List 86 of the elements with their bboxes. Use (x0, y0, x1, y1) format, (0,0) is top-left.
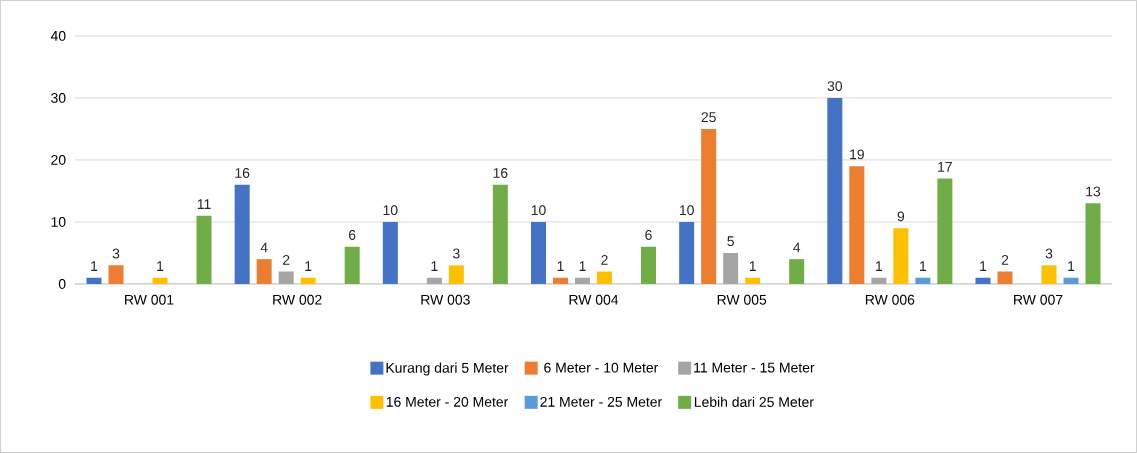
bar (893, 228, 909, 285)
data-label: 6 (645, 230, 652, 240)
y-tick-label: 20 (51, 155, 66, 165)
bar (641, 246, 657, 285)
data-label: 13 (1086, 186, 1101, 197)
legend-label: 21 Meter - 25 Meter (540, 396, 662, 407)
bar (997, 271, 1013, 285)
bar (975, 277, 991, 285)
bar (745, 277, 761, 285)
data-label: 3 (452, 248, 460, 259)
y-tick-label: 40 (50, 31, 66, 41)
bar (553, 277, 568, 285)
bar (278, 271, 294, 285)
bar (1085, 203, 1101, 285)
data-label: 2 (601, 255, 608, 265)
bar (723, 253, 739, 285)
bar (448, 265, 464, 285)
legend-label: 6 Meter - 10 Meter (544, 362, 659, 373)
data-label: 3 (112, 248, 120, 259)
data-label: 1 (431, 261, 438, 271)
x-tick-label: RW 005 (717, 294, 767, 305)
data-label: 1 (920, 261, 927, 271)
data-label: 2 (1001, 255, 1009, 265)
bar (597, 271, 613, 285)
bar (382, 222, 398, 285)
data-label: 1 (1068, 261, 1075, 271)
bar (915, 277, 931, 285)
bar (196, 215, 212, 285)
data-label: 1 (876, 261, 883, 271)
legend-label: 16 Meter - 20 Meter (386, 396, 509, 407)
data-label: 16 (493, 168, 508, 178)
x-tick-label: RW 003 (421, 294, 470, 305)
data-label: 17 (938, 162, 952, 172)
data-label: 4 (260, 242, 268, 253)
bar (344, 246, 360, 285)
data-label: 1 (305, 261, 312, 271)
bar (108, 265, 124, 285)
bar (1041, 265, 1057, 285)
bar (1063, 277, 1079, 285)
data-label: 30 (827, 81, 843, 92)
data-label: 11 (197, 199, 211, 209)
bar (492, 184, 508, 285)
data-label: 1 (980, 261, 987, 271)
data-label: 25 (701, 112, 716, 123)
data-label: 1 (557, 261, 564, 271)
bar (300, 277, 316, 285)
legend-label: 11 Meter - 15 Meter (694, 362, 815, 373)
data-label: 19 (850, 149, 864, 160)
bar (256, 259, 272, 285)
bar (575, 277, 591, 285)
bar (234, 184, 250, 285)
legend-label: Lebih dari 25 Meter (694, 396, 814, 408)
bar (827, 97, 843, 285)
bar (86, 277, 102, 285)
x-tick-label: RW 002 (273, 294, 322, 305)
data-label: 9 (897, 211, 905, 222)
data-label: 1 (91, 261, 98, 271)
data-label: 10 (383, 205, 398, 216)
bar (152, 277, 168, 285)
x-tick-label: RW 004 (569, 294, 619, 305)
bar (937, 178, 953, 285)
bar (789, 259, 805, 285)
y-tick-label: 10 (51, 217, 66, 227)
data-label: 1 (579, 261, 586, 271)
y-tick-label: 0 (58, 279, 66, 289)
x-tick-label: RW 007 (1014, 294, 1063, 305)
data-label: 3 (1045, 248, 1053, 259)
y-tick-label: 30 (51, 93, 66, 103)
data-label: 2 (282, 255, 290, 265)
data-label: 10 (679, 205, 694, 216)
data-label: 5 (727, 236, 734, 247)
bar (701, 128, 717, 285)
data-label: 4 (793, 242, 801, 253)
bar (849, 166, 865, 285)
data-label: 16 (235, 168, 250, 178)
data-label: 6 (349, 230, 356, 240)
x-tick-label: RW 006 (865, 294, 915, 305)
bar (679, 222, 695, 285)
data-label: 1 (749, 261, 756, 271)
bar (426, 277, 442, 285)
x-tick-label: RW 001 (125, 294, 174, 305)
legend-label: Kurang dari 5 Meter (386, 362, 509, 376)
data-label: 10 (531, 205, 546, 216)
bar (531, 222, 546, 285)
bar (871, 277, 887, 285)
data-label: 1 (157, 261, 164, 271)
